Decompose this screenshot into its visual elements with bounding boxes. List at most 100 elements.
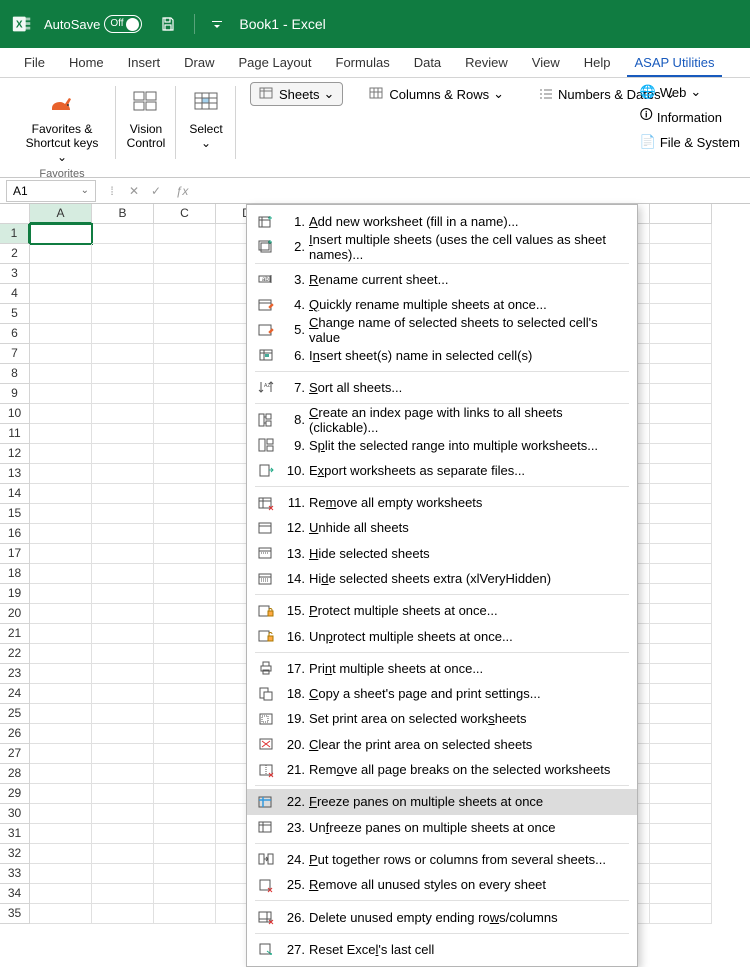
cell[interactable]: [30, 904, 92, 924]
cell[interactable]: [154, 764, 216, 784]
cell[interactable]: [30, 464, 92, 484]
autosave-toggle[interactable]: Off: [104, 15, 142, 33]
cell[interactable]: [154, 504, 216, 524]
select-button[interactable]: Select⌄: [181, 82, 230, 154]
tab-file[interactable]: File: [12, 49, 57, 77]
cell[interactable]: [30, 284, 92, 304]
cell[interactable]: [30, 564, 92, 584]
cell[interactable]: [30, 364, 92, 384]
cell[interactable]: [92, 864, 154, 884]
cell[interactable]: [154, 564, 216, 584]
cell[interactable]: [650, 844, 712, 864]
row-header[interactable]: 16: [0, 524, 30, 544]
row-header[interactable]: 12: [0, 444, 30, 464]
customize-qat-button[interactable]: [203, 10, 231, 38]
cell[interactable]: [30, 644, 92, 664]
menu-item[interactable]: 8.Create an index page with links to all…: [247, 407, 637, 432]
cell[interactable]: [154, 824, 216, 844]
cell[interactable]: [30, 324, 92, 344]
cell[interactable]: [650, 604, 712, 624]
cell[interactable]: [30, 784, 92, 804]
cell[interactable]: [92, 844, 154, 864]
row-header[interactable]: 3: [0, 264, 30, 284]
cell[interactable]: [650, 224, 712, 244]
menu-item[interactable]: AZ7.Sort all sheets...: [247, 375, 637, 400]
cell[interactable]: [154, 644, 216, 664]
cell[interactable]: [650, 704, 712, 724]
cell[interactable]: [154, 524, 216, 544]
cell[interactable]: [154, 744, 216, 764]
cell[interactable]: [650, 464, 712, 484]
cell[interactable]: [30, 344, 92, 364]
cell[interactable]: [154, 304, 216, 324]
cell[interactable]: [650, 884, 712, 904]
cell[interactable]: [154, 784, 216, 804]
row-header[interactable]: 7: [0, 344, 30, 364]
column-header[interactable]: C: [154, 204, 216, 224]
cell[interactable]: [650, 304, 712, 324]
cell[interactable]: [650, 444, 712, 464]
cell[interactable]: [30, 224, 92, 244]
row-header[interactable]: 31: [0, 824, 30, 844]
cell[interactable]: [650, 684, 712, 704]
cell[interactable]: [92, 804, 154, 824]
menu-item[interactable]: 11.Remove all empty worksheets: [247, 490, 637, 515]
cell[interactable]: [30, 604, 92, 624]
menu-item[interactable]: 9.Split the selected range into multiple…: [247, 432, 637, 457]
row-header[interactable]: 29: [0, 784, 30, 804]
cell[interactable]: [650, 724, 712, 744]
cell[interactable]: [650, 644, 712, 664]
menu-item[interactable]: 26.Delete unused empty ending rows/colum…: [247, 904, 637, 929]
menu-item[interactable]: 1.Add new worksheet (fill in a name)...: [247, 209, 637, 234]
cell[interactable]: [92, 764, 154, 784]
cell[interactable]: [650, 904, 712, 924]
cell[interactable]: [154, 664, 216, 684]
cell[interactable]: [92, 644, 154, 664]
cell[interactable]: [92, 604, 154, 624]
row-header[interactable]: 1: [0, 224, 30, 244]
cell[interactable]: [650, 664, 712, 684]
cell[interactable]: [154, 384, 216, 404]
row-header[interactable]: 20: [0, 604, 30, 624]
cell[interactable]: [92, 744, 154, 764]
row-header[interactable]: 28: [0, 764, 30, 784]
row-header[interactable]: 13: [0, 464, 30, 484]
cell[interactable]: [92, 364, 154, 384]
cell[interactable]: [154, 804, 216, 824]
cell[interactable]: [650, 364, 712, 384]
column-header[interactable]: A: [30, 204, 92, 224]
cell[interactable]: [154, 624, 216, 644]
cell[interactable]: [154, 584, 216, 604]
cell[interactable]: [92, 664, 154, 684]
cell[interactable]: [92, 344, 154, 364]
cell[interactable]: [650, 744, 712, 764]
cell[interactable]: [30, 804, 92, 824]
row-header[interactable]: 33: [0, 864, 30, 884]
cell[interactable]: [30, 844, 92, 864]
menu-item[interactable]: 15.Protect multiple sheets at once...: [247, 598, 637, 623]
cell[interactable]: [154, 864, 216, 884]
cell[interactable]: [30, 264, 92, 284]
row-header[interactable]: 26: [0, 724, 30, 744]
row-header[interactable]: 27: [0, 744, 30, 764]
cell[interactable]: [92, 684, 154, 704]
row-header[interactable]: 18: [0, 564, 30, 584]
cell[interactable]: [30, 404, 92, 424]
cell[interactable]: [30, 664, 92, 684]
cell[interactable]: [30, 384, 92, 404]
cell[interactable]: [154, 544, 216, 564]
enter-formula-button[interactable]: ✓: [146, 184, 166, 198]
cell[interactable]: [154, 484, 216, 504]
row-header[interactable]: 9: [0, 384, 30, 404]
cell[interactable]: [30, 744, 92, 764]
row-header[interactable]: 19: [0, 584, 30, 604]
fx-icon[interactable]: ƒx: [172, 184, 192, 198]
tab-home[interactable]: Home: [57, 49, 116, 77]
tab-help[interactable]: Help: [572, 49, 623, 77]
cell[interactable]: [92, 544, 154, 564]
cell[interactable]: [650, 344, 712, 364]
cell[interactable]: [92, 464, 154, 484]
cell[interactable]: [650, 624, 712, 644]
cell[interactable]: [30, 504, 92, 524]
row-header[interactable]: 15: [0, 504, 30, 524]
